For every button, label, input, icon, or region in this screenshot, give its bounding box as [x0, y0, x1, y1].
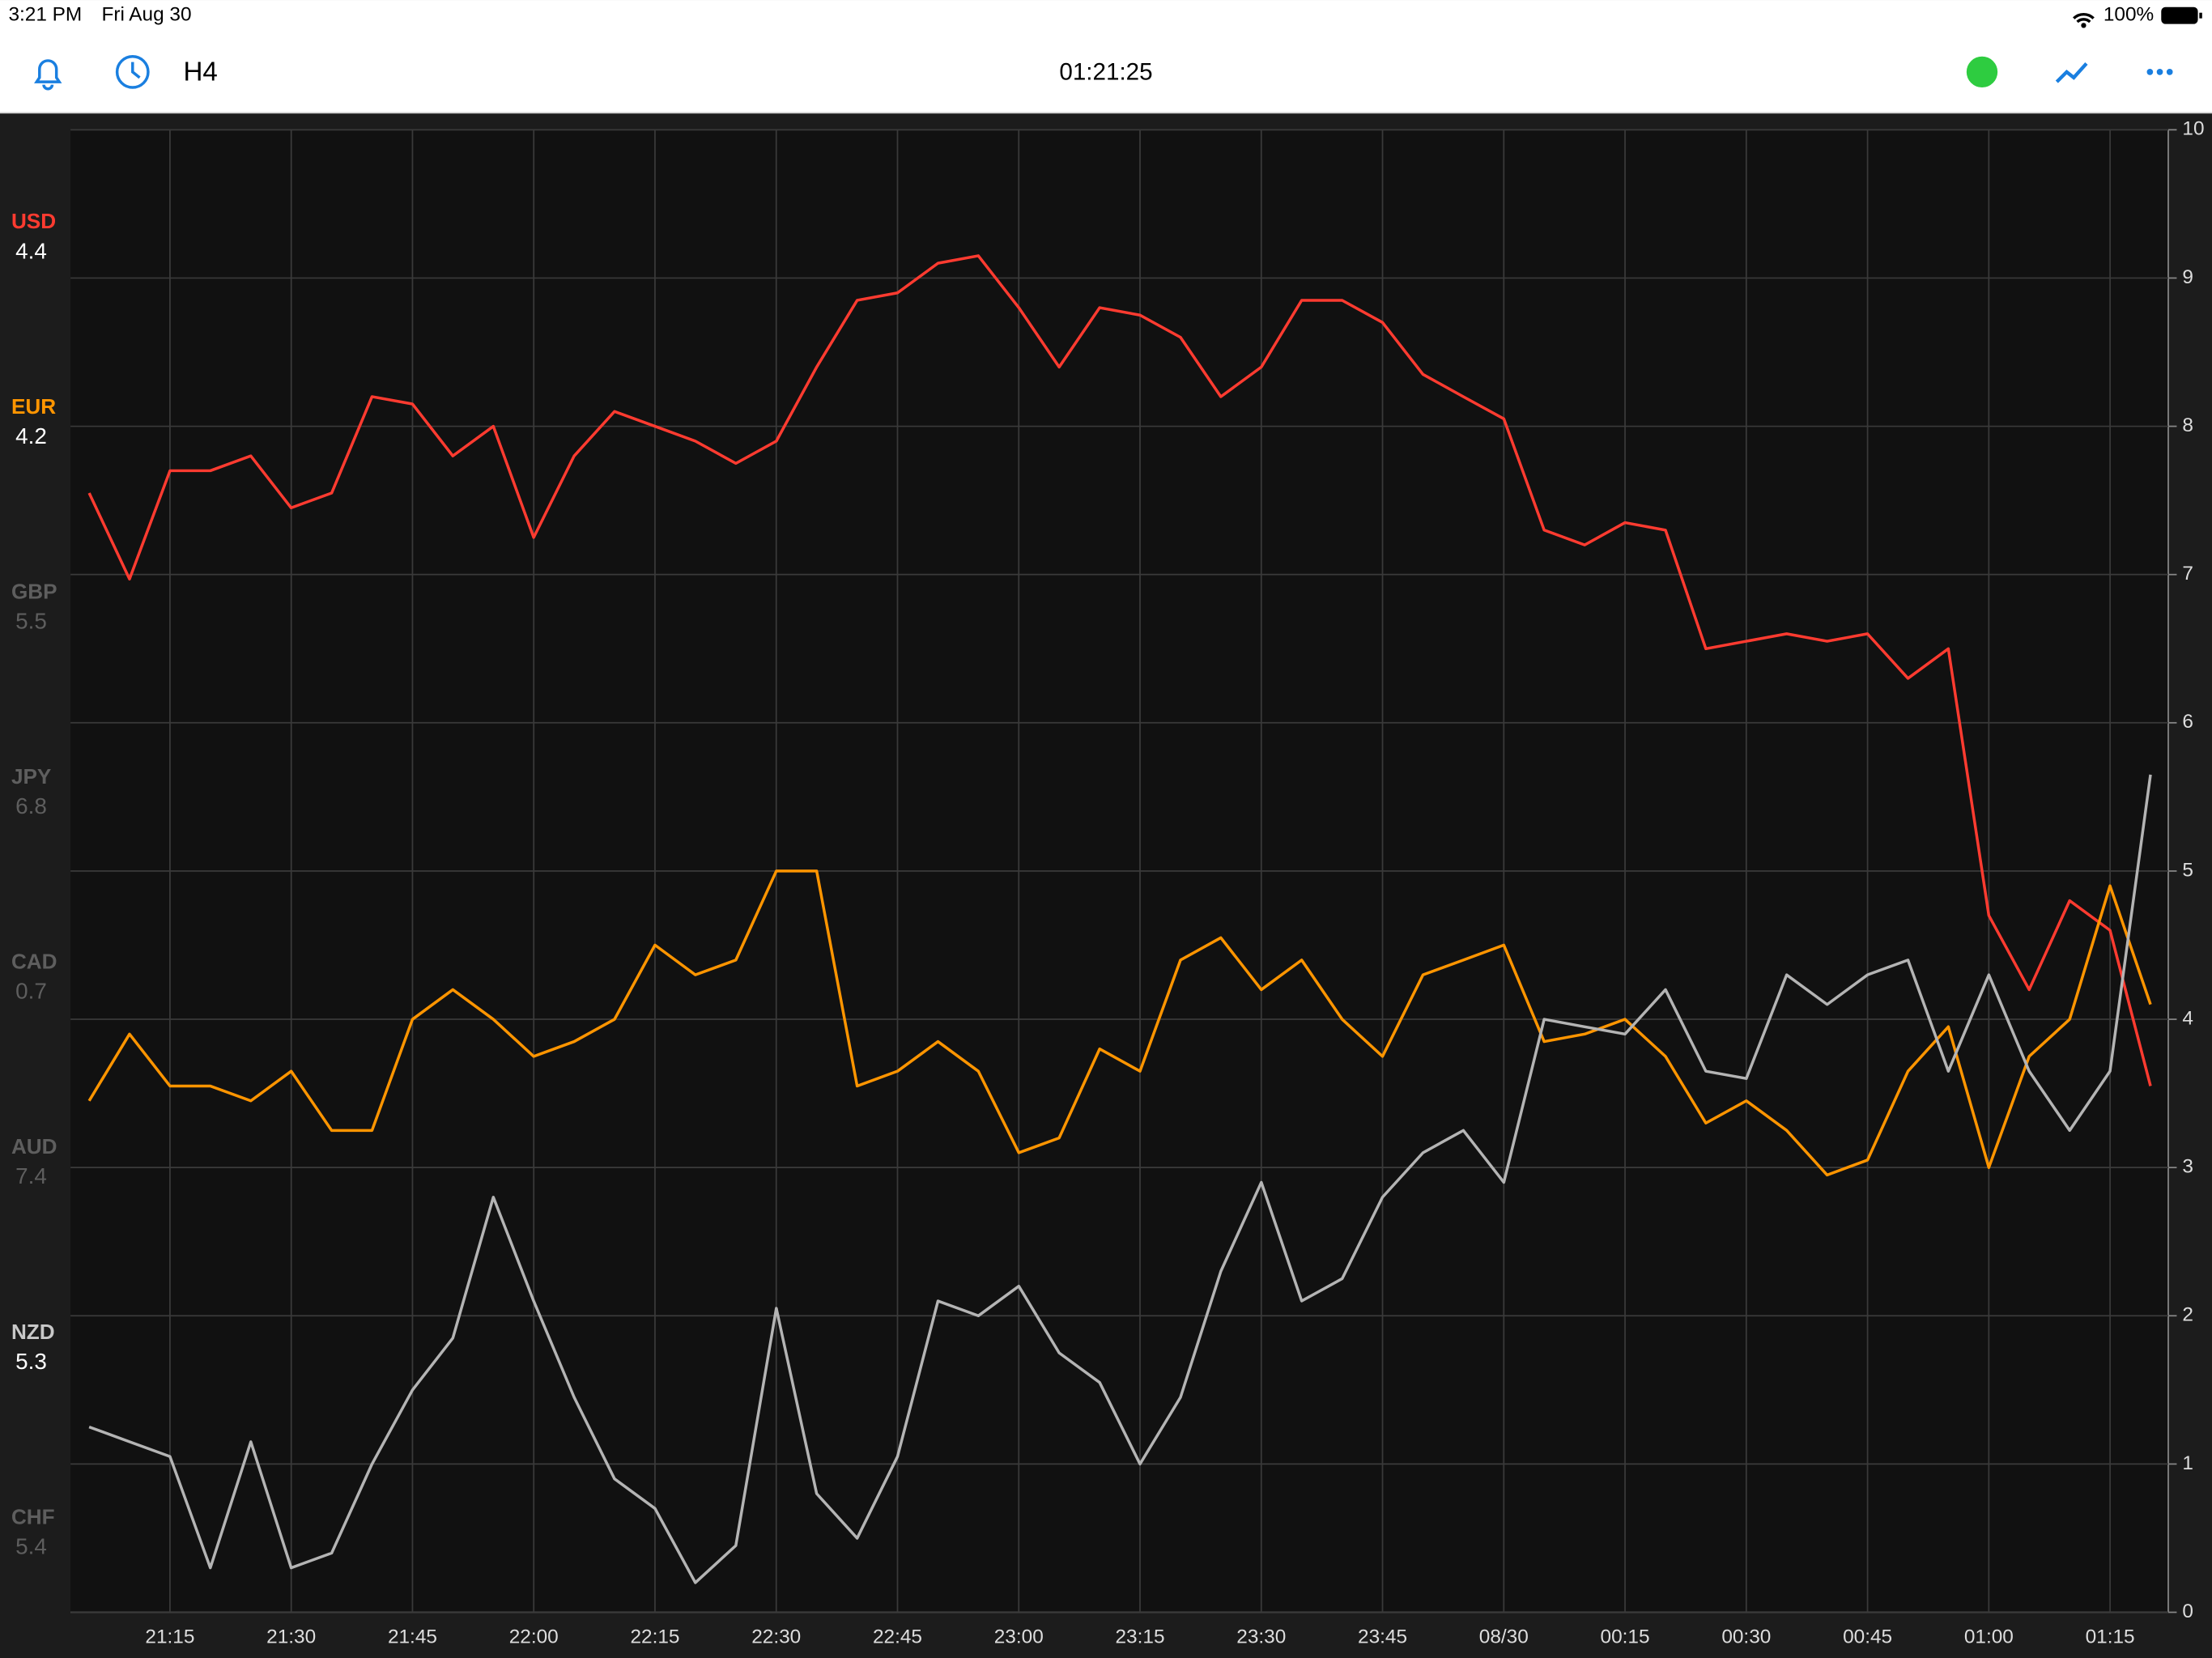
battery-tip — [2199, 12, 2202, 19]
x-tick-label: 22:30 — [751, 1626, 801, 1647]
x-tick-label: 01:15 — [2086, 1626, 2135, 1647]
alerts-button[interactable] — [34, 59, 62, 91]
x-tick-label: 08/30 — [1479, 1626, 1529, 1647]
currency-name: GBP — [11, 579, 57, 603]
history-button[interactable] — [115, 54, 150, 89]
y-tick-label: 9 — [2182, 266, 2193, 288]
wifi-icon — [2073, 12, 2095, 23]
currency-name: JPY — [11, 764, 51, 789]
currency-value: 4.4 — [15, 238, 47, 263]
x-tick-label: 23:30 — [1236, 1626, 1286, 1647]
y-tick-label: 7 — [2182, 563, 2193, 585]
y-tick-label: 3 — [2182, 1156, 2193, 1178]
y-tick-label: 8 — [2182, 414, 2193, 436]
battery-icon — [2161, 6, 2198, 24]
y-tick-label: 2 — [2182, 1304, 2193, 1326]
x-tick-label: 00:15 — [1601, 1626, 1650, 1647]
x-tick-label: 01:00 — [1964, 1626, 2014, 1647]
y-tick-label: 5 — [2182, 859, 2193, 881]
server-clock: 01:21:25 — [1059, 58, 1152, 85]
currency-name: CAD — [11, 950, 57, 974]
top-bar — [0, 0, 2212, 113]
series-line — [87, 254, 2152, 1086]
x-tick-label: 23:00 — [994, 1626, 1044, 1647]
y-tick-label: 4 — [2182, 1007, 2193, 1029]
status-date: Fri Aug 30 — [101, 4, 191, 26]
x-tick-label: 21:30 — [266, 1626, 316, 1647]
currency-name: USD — [11, 209, 56, 233]
series-line — [87, 869, 2152, 1177]
x-tick-label: 23:15 — [1116, 1626, 1165, 1647]
x-tick-label: 21:45 — [388, 1626, 437, 1647]
more-dot — [2156, 69, 2163, 75]
x-tick-label: 22:45 — [873, 1626, 922, 1647]
x-tick-label: 21:15 — [145, 1626, 194, 1647]
x-tick-label: 22:15 — [630, 1626, 679, 1647]
currency-value: 6.8 — [15, 793, 47, 818]
y-tick-label: 10 — [2182, 118, 2204, 140]
x-tick-label: 00:30 — [1721, 1626, 1771, 1647]
currency-name: EUR — [11, 394, 56, 419]
timeframe[interactable]: H4 — [184, 57, 218, 87]
x-tick-label: 23:45 — [1358, 1626, 1407, 1647]
currency-name: CHF — [11, 1504, 55, 1528]
currency-value: 5.3 — [15, 1349, 47, 1374]
currency-value: 5.5 — [15, 608, 47, 633]
more-button[interactable] — [2146, 69, 2173, 75]
currency-value: 5.4 — [15, 1533, 47, 1558]
currency-value: 7.4 — [15, 1163, 47, 1188]
x-tick-label: 00:45 — [1843, 1626, 1892, 1647]
battery-label: 100% — [2104, 4, 2154, 26]
wifi-dot — [2081, 23, 2087, 28]
y-tick-label: 6 — [2182, 711, 2193, 733]
chart-button[interactable] — [2055, 62, 2088, 83]
currency-value: 0.7 — [15, 979, 47, 1004]
status-time: 3:21 PM — [8, 4, 82, 26]
currency-name: NZD — [11, 1320, 55, 1344]
currency-value: 4.2 — [15, 423, 47, 449]
currency-name: AUD — [11, 1134, 57, 1158]
more-dot — [2146, 69, 2154, 75]
y-tick-label: 1 — [2182, 1452, 2193, 1474]
x-tick-label: 22:00 — [509, 1626, 559, 1647]
series-line — [88, 774, 2152, 1584]
y-tick-label: 0 — [2182, 1601, 2193, 1622]
connection-status — [1966, 56, 1998, 88]
more-dot — [2166, 69, 2173, 75]
history-hands — [131, 62, 141, 79]
